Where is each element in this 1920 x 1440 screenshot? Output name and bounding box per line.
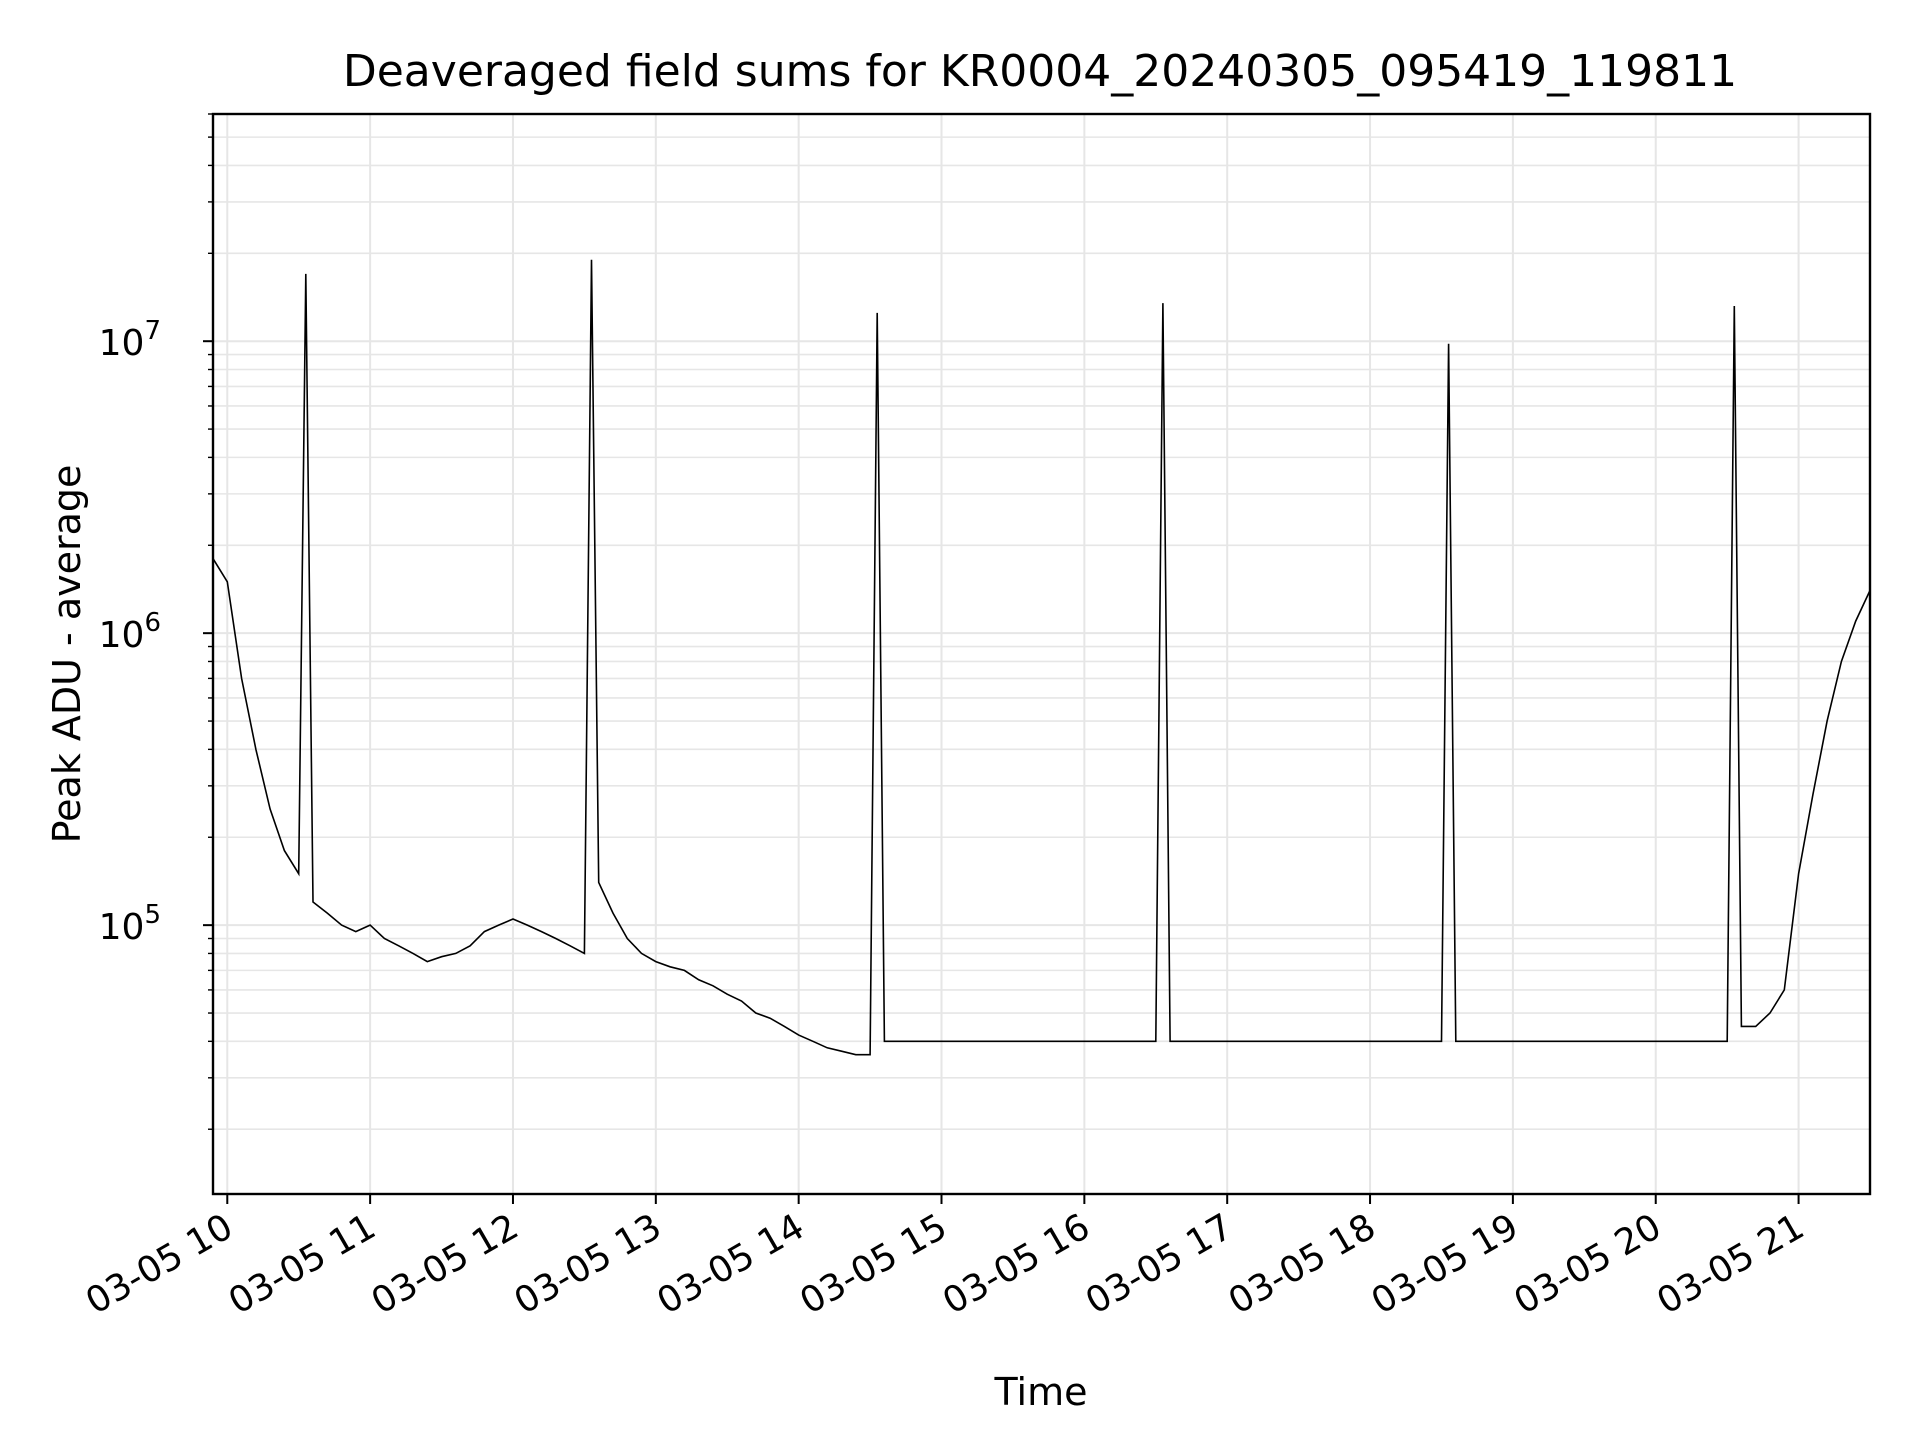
chart-title: Deaveraged field sums for KR0004_2024030… xyxy=(343,46,1737,97)
y-axis: 105 106 107 xyxy=(99,113,213,1130)
y-tick-label: 106 xyxy=(99,608,161,656)
x-axis-label: Time xyxy=(994,1370,1088,1414)
y-axis-label: Peak ADU - average xyxy=(45,465,89,844)
plot-frame xyxy=(211,112,1872,1196)
plot-area xyxy=(213,259,1870,1056)
y-tick-label: 105 xyxy=(99,900,161,948)
grid xyxy=(213,113,1870,1194)
y-tick-label: 107 xyxy=(99,316,161,364)
series-line xyxy=(213,259,1870,1056)
